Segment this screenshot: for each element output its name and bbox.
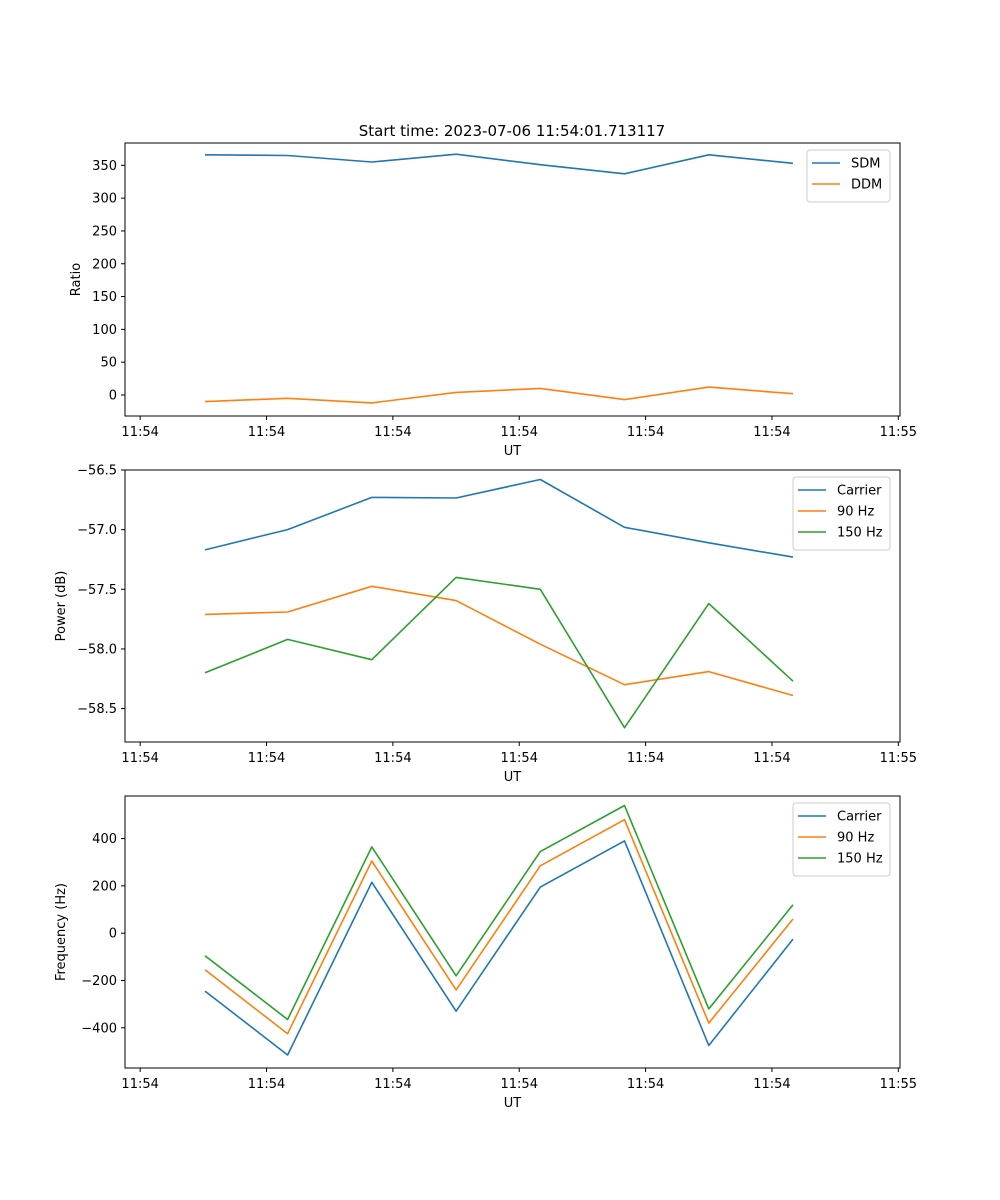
x-tick-label: 11:54 [501,1077,538,1092]
series-line-carrier [204,840,794,1056]
y-axis-label: Power (dB) [54,571,69,642]
y-tick-label: −58.0 [77,642,117,657]
legend: SDM DDM [806,149,891,203]
y-tick-label: 400 [92,832,117,847]
x-tick-label: 11:54 [248,425,285,440]
y-tick-label: −58.5 [77,702,117,717]
x-axis-label: UT [504,1096,522,1111]
y-tick-label: −200 [81,974,117,989]
x-tick-label: 11:54 [753,425,790,440]
y-tick-label: 200 [92,879,117,894]
series-line-90-hz [204,585,794,697]
y-tick-label: 0 [109,389,117,404]
x-tick-label: 11:54 [121,751,158,766]
y-tick-label: −400 [81,1021,117,1036]
x-axis-label: UT [504,444,522,459]
x-tick-label: 11:54 [753,1077,790,1092]
legend-entry: Carrier [837,810,882,825]
x-tick-label: 11:55 [880,425,917,440]
x-tick-label: 11:54 [374,1077,411,1092]
series-line-90-hz [204,818,794,1035]
x-tick-label: 11:54 [501,425,538,440]
legend-entry: 90 Hz [837,831,874,846]
y-tick-label: −56.5 [77,464,117,479]
chart-panel-1: 11:54 11:54 11:54 11:54 11:54 11:54 11:55 0 50 10… [69,142,917,459]
x-tick-label: 11:54 [374,751,411,766]
y-tick-label: −57.5 [77,583,117,598]
legend-entry: 150 Hz [837,852,883,867]
x-tick-label: 11:54 [248,1077,285,1092]
y-tick-label: 250 [92,224,117,239]
x-tick-label: 11:54 [121,425,158,440]
x-tick-label: 11:54 [627,751,664,766]
y-tick-label: 200 [92,257,117,272]
x-tick-label: 11:54 [627,425,664,440]
chart-title: Start time: 2023-07-06 11:54:01.713117 [359,122,665,140]
series-line-ddm [204,386,794,404]
legend-entry: 90 Hz [837,505,874,520]
legend-entry: 150 Hz [837,526,883,541]
chart-panel-3: 11:54 11:54 11:54 11:54 11:54 11:54 11:55 −400 −… [54,795,917,1111]
axes-frame [124,142,901,417]
y-axis-label: Frequency (Hz) [54,883,69,981]
series-line-carrier [204,478,794,558]
axes-frame [124,795,901,1069]
x-tick-label: 11:54 [374,425,411,440]
x-tick-label: 11:54 [627,1077,664,1092]
legend-entry: SDM [851,157,880,172]
legend: Carrier 90 Hz 150 Hz [792,476,891,551]
x-axis-label: UT [504,770,522,785]
y-tick-label: 150 [92,290,117,305]
x-tick-label: 11:54 [121,1077,158,1092]
series-line-150-hz [204,576,794,729]
x-tick-label: 11:55 [880,751,917,766]
y-tick-label: 0 [109,927,117,942]
chart-panel-2: 11:54 11:54 11:54 11:54 11:54 11:54 11:55 −58.5… [54,464,917,786]
legend-entry: DDM [851,178,882,193]
series-line-150-hz [204,804,794,1021]
y-tick-label: 50 [100,356,117,371]
x-tick-label: 11:54 [501,751,538,766]
legend: Carrier 90 Hz 150 Hz [792,802,891,877]
y-tick-label: −57.0 [77,523,117,538]
y-axis-label: Ratio [69,263,84,296]
y-tick-label: 350 [92,159,117,174]
y-tick-label: 100 [92,323,117,338]
y-tick-label: 300 [92,192,117,207]
legend-entry: Carrier [837,484,882,499]
x-tick-label: 11:55 [880,1077,917,1092]
series-line-sdm [204,153,794,175]
x-tick-label: 11:54 [248,751,285,766]
x-tick-label: 11:54 [753,751,790,766]
axes-frame [124,469,901,743]
